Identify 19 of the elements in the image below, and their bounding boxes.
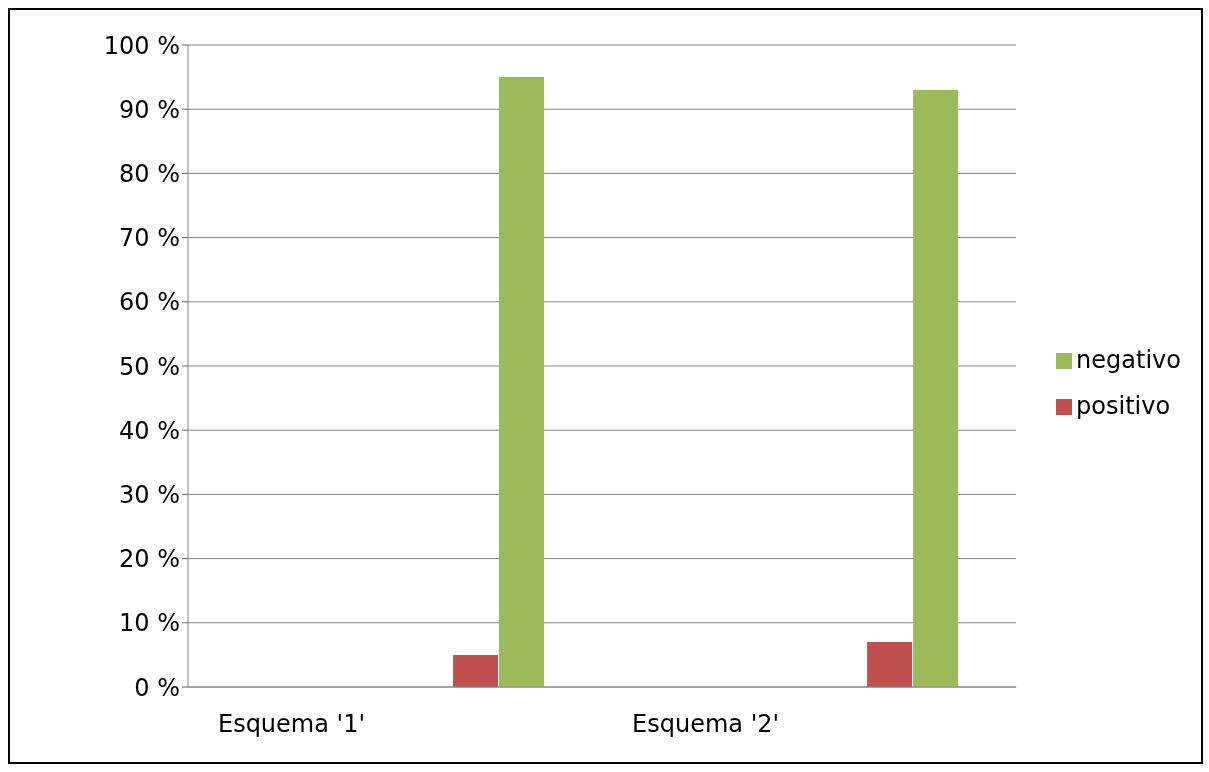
bar: [913, 89, 959, 687]
y-tick-label: 60 %: [119, 288, 180, 317]
x-tick-label: Esquema '1': [217, 710, 366, 739]
legend-label: positivo: [1076, 391, 1171, 420]
x-tick-label: Esquema '2': [632, 710, 780, 739]
y-tick-label: 70 %: [119, 224, 180, 253]
legend-label: negativo: [1076, 345, 1181, 374]
bar: [867, 642, 913, 687]
y-tick-label: 80 %: [119, 159, 180, 188]
y-tick-label: 50 %: [119, 352, 180, 381]
y-tick-label: 0 %: [134, 673, 180, 702]
y-tick-label: 40 %: [119, 416, 180, 445]
bar: [453, 654, 499, 687]
y-tick-label: 30 %: [119, 480, 180, 509]
y-tick-label: 10 %: [119, 609, 180, 638]
y-tick-label: 100 %: [103, 31, 180, 60]
bar: [499, 77, 545, 687]
y-tick-label: 90 %: [119, 95, 180, 124]
y-tick-label: 20 %: [119, 545, 180, 574]
